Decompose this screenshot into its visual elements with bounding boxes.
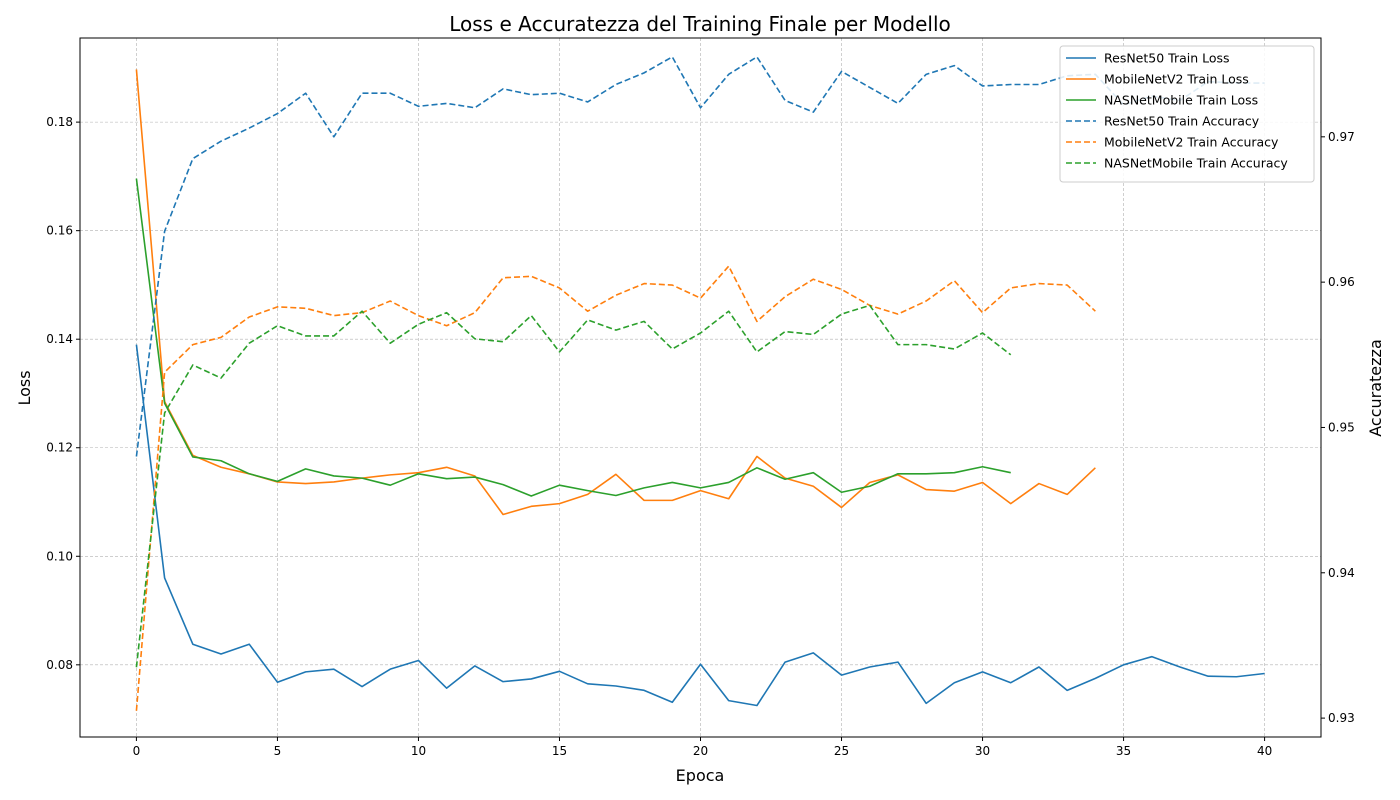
y-tick-label: 0.08 — [46, 658, 73, 672]
x-tick-label: 10 — [411, 744, 426, 758]
y-tick-label: 0.14 — [46, 332, 73, 346]
y2-tick-label: 0.93 — [1328, 711, 1355, 725]
legend-label: ResNet50 Train Accuracy — [1104, 114, 1260, 129]
x-tick-label: 0 — [133, 744, 141, 758]
legend-label: MobileNetV2 Train Loss — [1104, 72, 1249, 87]
x-tick-label: 5 — [274, 744, 282, 758]
y-tick-label: 0.12 — [46, 441, 73, 455]
x-tick-label: 35 — [1116, 744, 1131, 758]
legend-label: NASNetMobile Train Accuracy — [1104, 156, 1288, 171]
legend-label: ResNet50 Train Loss — [1104, 51, 1230, 66]
y2-tick-label: 0.95 — [1328, 420, 1355, 434]
y-tick-label: 0.16 — [46, 224, 73, 238]
y-axis-label: Loss — [15, 370, 34, 405]
legend-box — [1059, 45, 1315, 183]
y-tick-label: 0.18 — [46, 115, 73, 129]
x-axis-label: Epoca — [676, 766, 725, 785]
series-line-mobilenetv2-train-accuracy — [135, 265, 1096, 711]
y2-tick-label: 0.97 — [1328, 130, 1355, 144]
x-tick-label: 40 — [1257, 744, 1272, 758]
y-axis-right: 0.93 0.94 0.95 0.96 0.97 — [1321, 130, 1355, 725]
series-line-mobilenetv2-train-loss — [135, 69, 1096, 516]
y2-axis-label: Accuratezza — [1366, 339, 1385, 437]
x-tick-label: 25 — [834, 744, 849, 758]
y-axis-left: 0.08 0.10 0.12 0.14 0.16 0.18 — [46, 115, 80, 672]
series-line-nasnetmobile-train-accuracy — [135, 304, 1012, 668]
legend-label: MobileNetV2 Train Accuracy — [1104, 135, 1279, 150]
y2-tick-label: 0.96 — [1328, 275, 1355, 289]
y2-tick-label: 0.94 — [1328, 566, 1355, 580]
chart-title: Loss e Accuratezza del Training Finale p… — [449, 12, 950, 36]
legend: ResNet50 Train Loss MobileNetV2 Train Los… — [1059, 45, 1315, 183]
series-line-nasnetmobile-train-loss — [135, 178, 1011, 497]
x-tick-label: 20 — [693, 744, 708, 758]
x-axis: 0 5 10 15 20 25 30 35 40 — [133, 737, 1272, 758]
x-tick-label: 30 — [975, 744, 990, 758]
y-tick-label: 0.10 — [46, 549, 73, 563]
legend-label: NASNetMobile Train Loss — [1104, 93, 1258, 108]
x-tick-label: 15 — [552, 744, 567, 758]
series-line-resnet50-train-loss — [135, 344, 1265, 707]
